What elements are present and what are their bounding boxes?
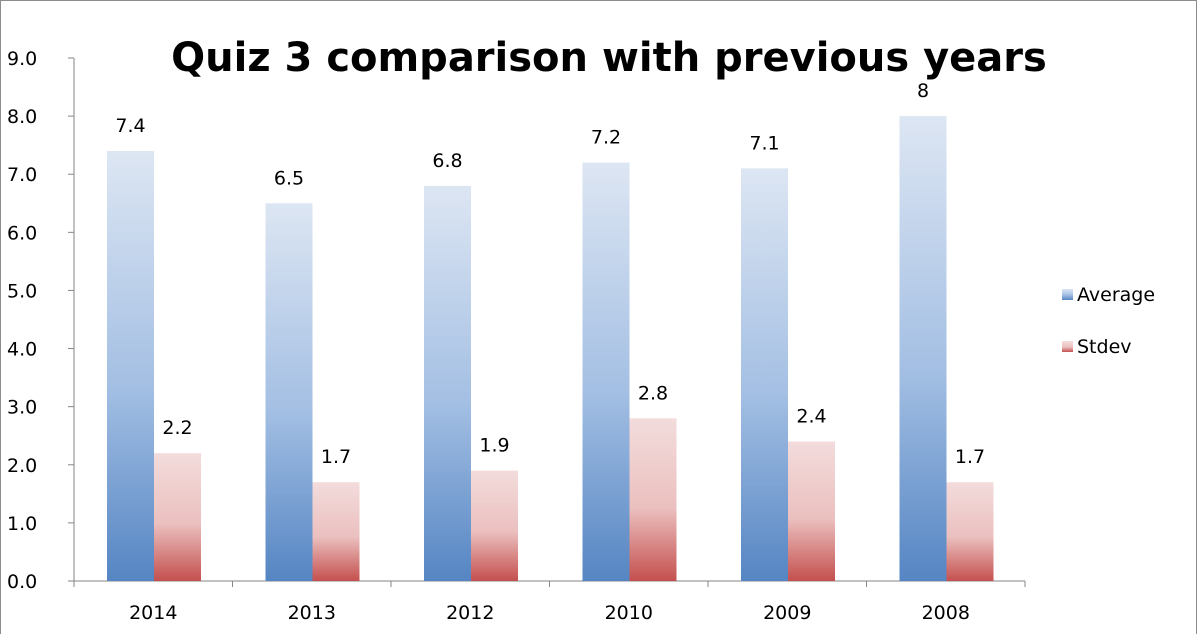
y-tick-label: 6.0 [7, 222, 37, 244]
data-label-average-2013: 6.5 [274, 167, 304, 189]
bar-stdev-2012 [471, 470, 518, 581]
x-tick-label: 2014 [129, 602, 177, 624]
bar-average-2008 [899, 116, 947, 581]
y-tick-label: 0.0 [7, 571, 37, 593]
y-tick-label: 8.0 [7, 106, 37, 128]
data-label-average-2009: 7.1 [749, 132, 779, 154]
plot-area: 0.0 1.0 2.0 3.0 4.0 5.0 6.0 7.0 8.0 9.0 7.4 2.2 2014… [7, 48, 1026, 624]
y-tick-label: 7.0 [7, 164, 37, 186]
bar-average-2010 [582, 162, 630, 581]
y-tick-label: 2.0 [7, 455, 37, 477]
data-label-average-2008: 8 [917, 80, 929, 102]
y-tick-label: 1.0 [7, 513, 37, 535]
x-tick-label: 2009 [763, 602, 811, 624]
y-tick-label: 3.0 [7, 397, 37, 419]
data-label-stdev-2010: 2.8 [638, 382, 668, 404]
bar-stdev-2010 [629, 418, 677, 581]
y-tick-label: 5.0 [7, 280, 37, 302]
y-tick-label: 4.0 [7, 339, 37, 361]
data-label-stdev-2014: 2.2 [162, 417, 192, 439]
legend: Average Stdev [1062, 284, 1155, 358]
data-label-stdev-2008: 1.7 [955, 446, 985, 468]
x-tick-label: 2010 [605, 602, 653, 624]
bar-stdev-2008 [946, 482, 994, 581]
bar-stdev-2009 [788, 441, 835, 581]
bar-average-2014 [107, 150, 154, 581]
x-tick-label: 2012 [446, 602, 494, 624]
chart-title: Quiz 3 comparison with previous years [171, 35, 1047, 81]
data-label-average-2014: 7.4 [115, 115, 145, 137]
bar-average-2012 [424, 185, 471, 581]
y-tick-label: 9.0 [7, 48, 37, 70]
bar-stdev-2013 [312, 482, 360, 581]
x-tick-label: 2013 [288, 602, 336, 624]
data-label-stdev-2009: 2.4 [796, 406, 826, 428]
bar-average-2009 [741, 168, 788, 581]
data-label-average-2012: 6.8 [432, 150, 462, 172]
legend-label-average: Average [1077, 284, 1155, 306]
data-label-stdev-2013: 1.7 [321, 446, 351, 468]
x-tick-label: 2008 [922, 602, 970, 624]
data-label-stdev-2012: 1.9 [479, 435, 509, 457]
bar-stdev-2014 [154, 453, 201, 581]
legend-label-stdev: Stdev [1077, 336, 1132, 358]
bar-average-2013 [265, 203, 313, 581]
data-label-average-2010: 7.2 [591, 127, 621, 149]
legend-swatch-average [1062, 289, 1073, 300]
legend-swatch-stdev [1062, 341, 1073, 352]
